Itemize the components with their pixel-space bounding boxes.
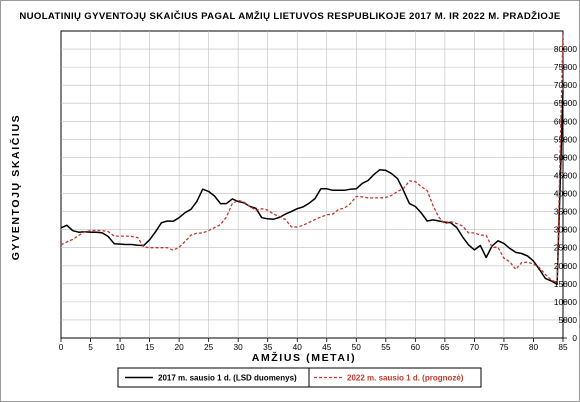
y-tick-label: 25000 [554,243,577,253]
x-tick-label: 45 [322,342,332,352]
y-tick-label: 55000 [554,134,577,144]
legend-box [117,367,482,388]
x-tick-label: 15 [145,342,155,352]
y-tick-label: 60000 [554,116,577,126]
y-axis-title: GYVENTOJŲ SKAIČIUS [9,114,22,260]
series-line-2017 [60,90,564,285]
y-tick-label: 40000 [554,189,577,199]
legend-label-2022: 2022 m. sausio 1 d. (prognozė) [347,374,464,383]
x-tick-label: 25 [204,342,214,352]
y-tick-label: 20000 [554,261,577,271]
chart-title: NUOLATINIŲ GYVENTOJŲ SKAIČIUS PAGAL AMŽI… [19,10,561,22]
y-tick-label: 80000 [554,44,577,54]
x-tick-label: 5 [88,342,93,352]
x-tick-label: 75 [499,342,509,352]
x-tick-label: 80 [529,342,539,352]
y-tick-label: 75000 [554,62,577,72]
x-tick-label: 85 [558,342,568,352]
y-tick-label: 70000 [554,80,577,90]
grid-lines [61,31,563,338]
x-tick-label: 20 [175,342,185,352]
y-tick-label: 5000 [559,315,578,325]
x-tick-label: 10 [115,342,125,352]
plot-area [60,30,564,339]
y-tick-label: 30000 [554,225,577,235]
x-tick-label: 30 [234,342,244,352]
x-tick-label: 55 [381,342,391,352]
y-tick-label: 50000 [554,152,577,162]
y-tick-label: 45000 [554,170,577,180]
x-tick-label: 35 [263,342,273,352]
legend: 2017 m. sausio 1 d. (LSD duomenys) 2022 … [117,367,482,388]
y-tick-label: 15000 [554,279,577,289]
legend-label-2017: 2017 m. sausio 1 d. (LSD duomenys) [158,374,297,383]
x-tick-label: 60 [411,342,421,352]
x-tick-label: 40 [293,342,303,352]
y-tick-label: 0 [572,333,577,343]
x-tick-label: 65 [440,342,450,352]
x-tick-label: 50 [352,342,362,352]
x-tick-label: 0 [59,342,64,352]
y-tick-label: 10000 [554,297,577,307]
x-tick-label: 70 [470,342,480,352]
axis-ticks: 0 5000 10000 15000 20000 25000 30000 35000 40000… [59,44,578,352]
series-lines [60,32,564,285]
y-tick-label: 65000 [554,98,577,108]
x-axis-title: AMŽIUS (METAI) [252,351,356,364]
y-tick-label: 35000 [554,207,577,217]
